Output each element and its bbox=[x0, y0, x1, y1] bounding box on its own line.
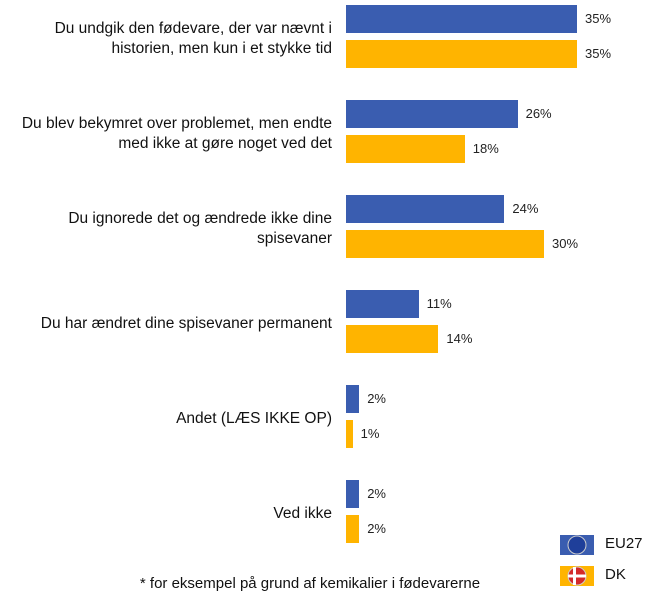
category-label: Du blev bekymret over problemet, men end… bbox=[21, 115, 332, 152]
bar bbox=[346, 135, 465, 163]
legend-label: EU27 bbox=[605, 535, 643, 552]
dk-flag-cross bbox=[573, 567, 576, 585]
value-label: 35% bbox=[585, 11, 612, 26]
value-label: 2% bbox=[367, 391, 386, 406]
category-label: Ved ikke bbox=[273, 505, 332, 522]
bar bbox=[346, 5, 577, 33]
value-label: 1% bbox=[360, 426, 380, 441]
bar bbox=[346, 230, 544, 258]
bar bbox=[346, 290, 419, 318]
legend-icons bbox=[560, 535, 594, 586]
category-label: Du undgik den fødevare, der var nævnt i … bbox=[54, 20, 332, 57]
bar bbox=[346, 40, 577, 68]
bar bbox=[346, 325, 439, 353]
bar bbox=[346, 515, 360, 543]
bar bbox=[346, 420, 353, 448]
value-label: 14% bbox=[446, 331, 473, 346]
bar bbox=[346, 195, 505, 223]
bar bbox=[346, 100, 518, 128]
category-label: Du ignorede det og ændrede ikke dine spi… bbox=[68, 210, 332, 247]
value-label: 11% bbox=[426, 296, 452, 311]
value-label: 2% bbox=[367, 521, 386, 536]
footnote: * for eksempel på grund af kemikalier i … bbox=[139, 575, 481, 592]
value-label: 35% bbox=[585, 46, 612, 61]
value-label: 24% bbox=[512, 201, 539, 216]
dk-flag-cross bbox=[568, 574, 586, 578]
value-label: 30% bbox=[552, 236, 579, 251]
bar bbox=[346, 480, 360, 508]
eu-flag-icon bbox=[567, 535, 587, 555]
value-label: 26% bbox=[525, 106, 552, 121]
value-label: 18% bbox=[472, 141, 499, 156]
bar bbox=[346, 385, 360, 413]
category-label: Du har ændret dine spisevaner permanent bbox=[40, 315, 332, 332]
category-label: Andet (LÆS IKKE OP) bbox=[176, 410, 332, 427]
legend-label: DK bbox=[605, 566, 626, 583]
value-label: 2% bbox=[367, 486, 386, 501]
